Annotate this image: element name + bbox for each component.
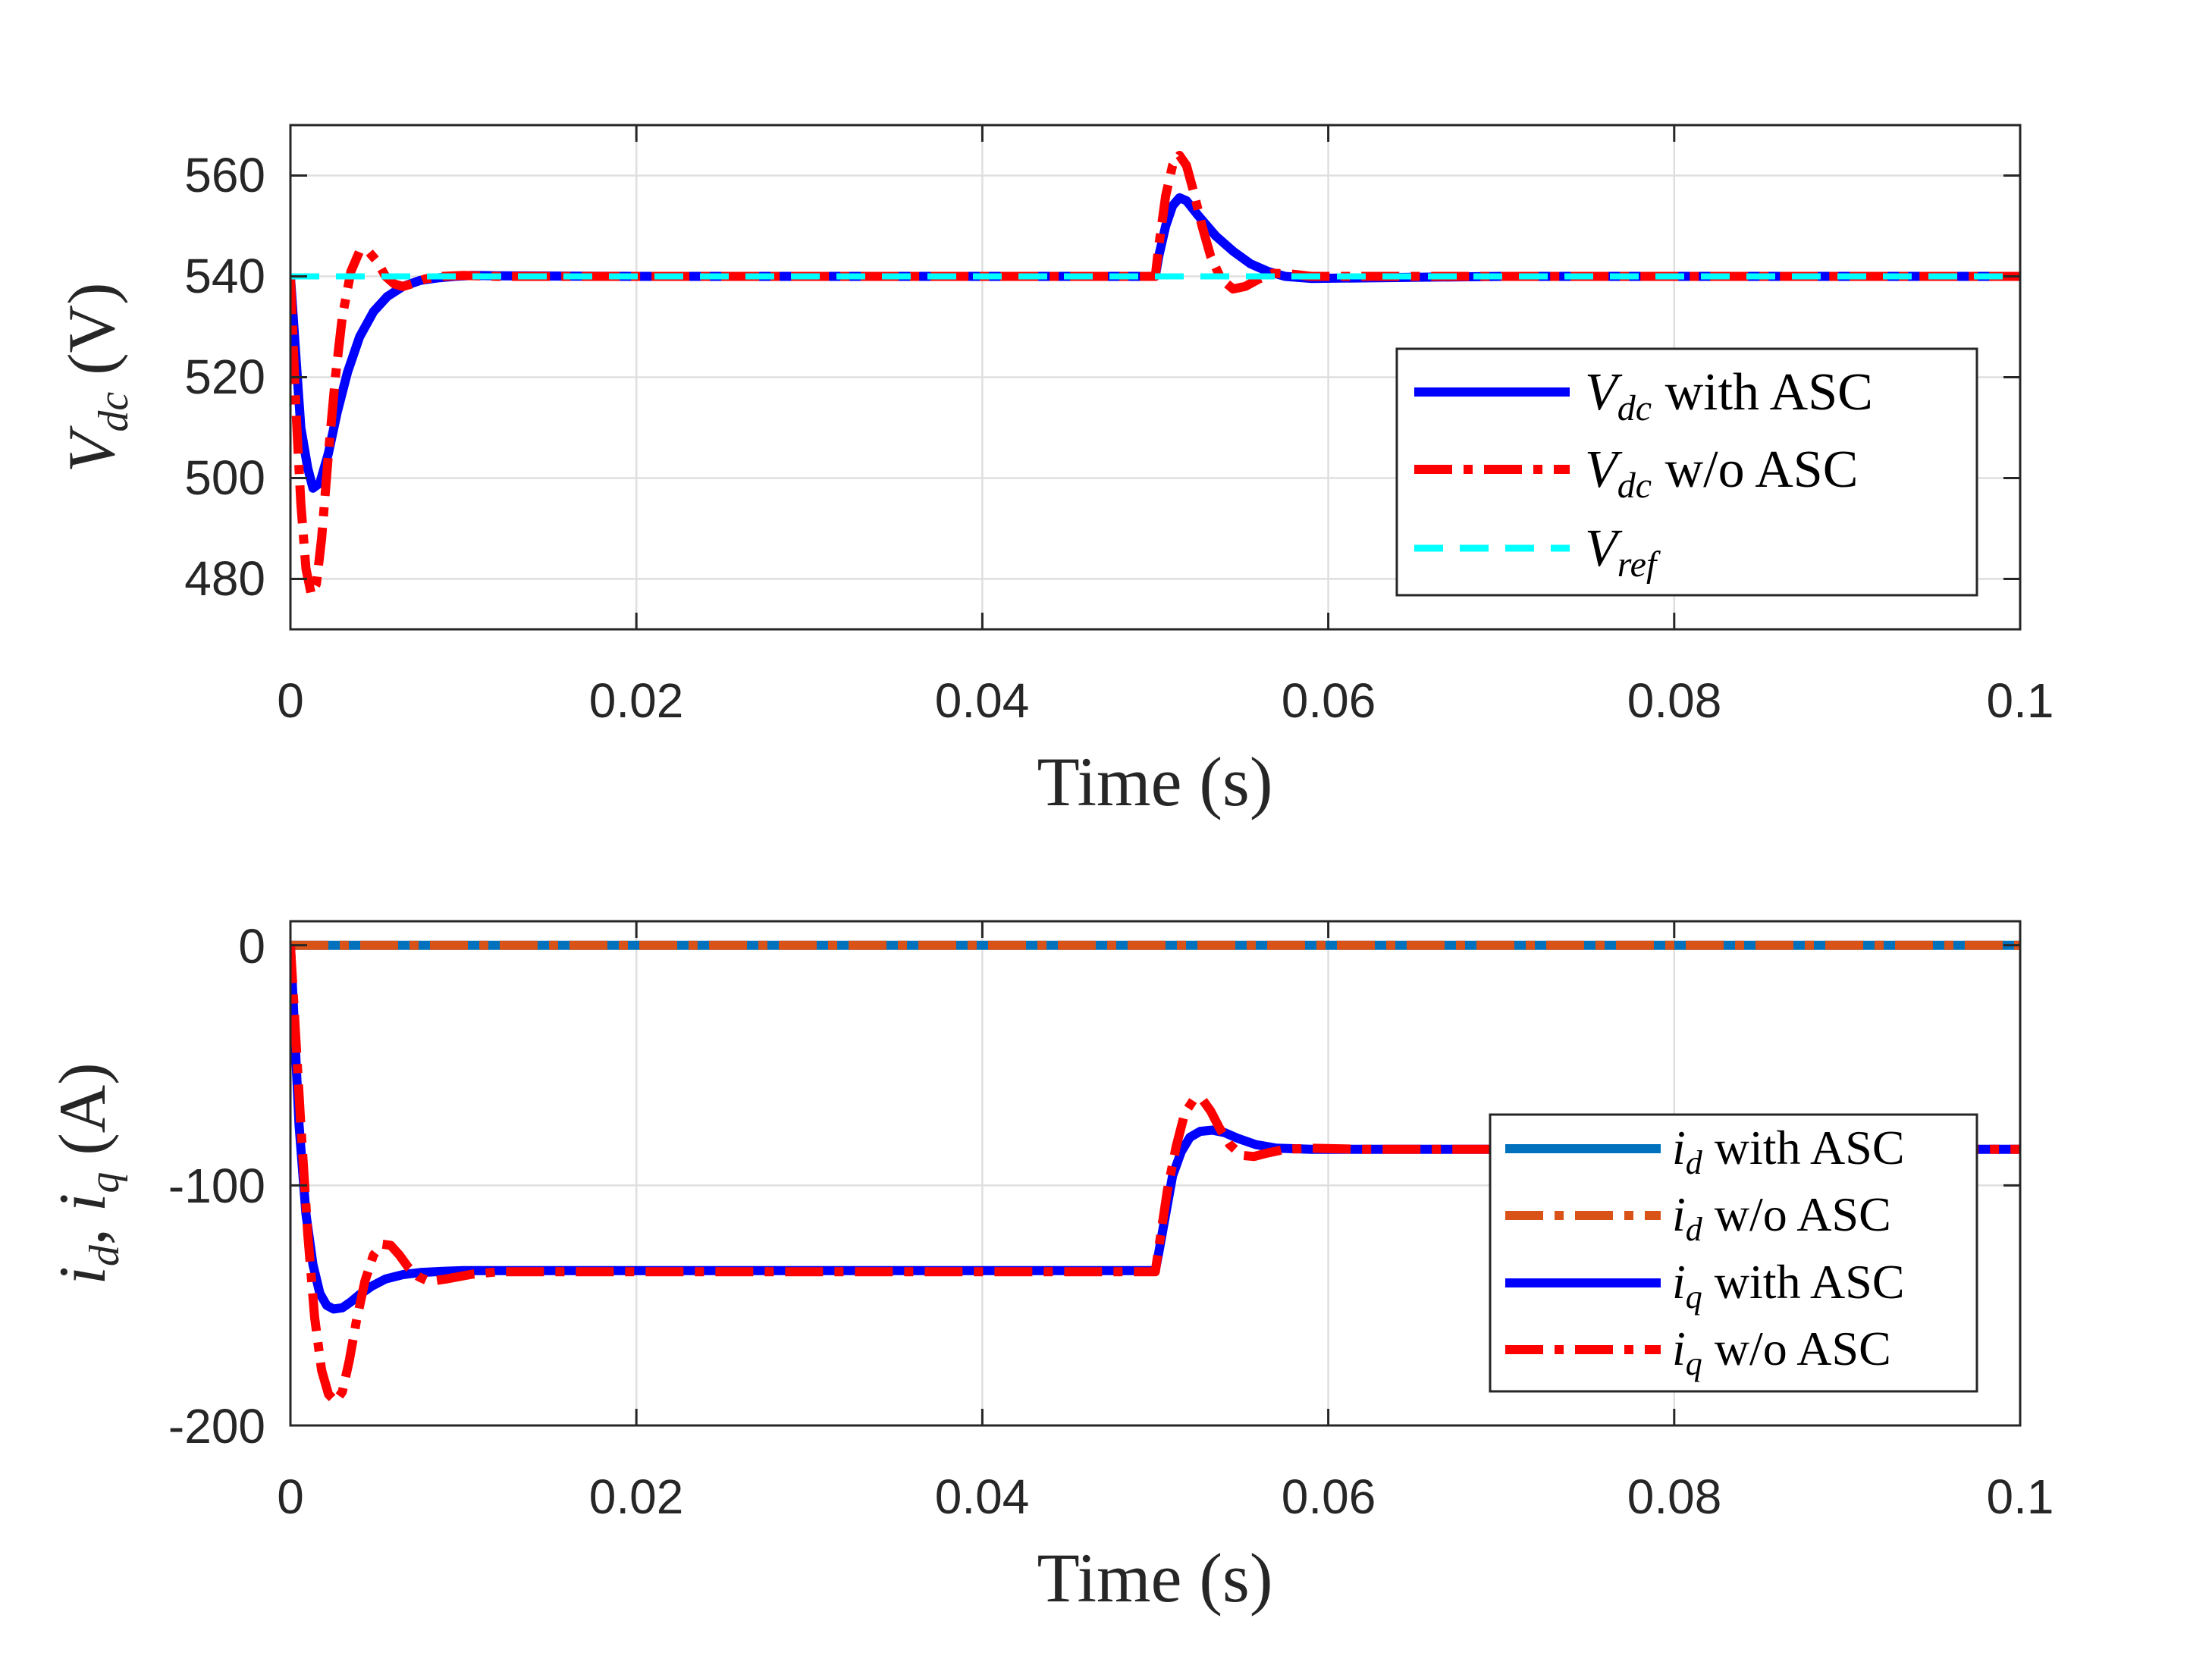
x-tick-label: 0.06 — [1282, 1469, 1376, 1524]
legend-label-vdc-with: Vdc with ASC — [1585, 363, 1873, 428]
x-tick-labels-idq: 0 0.02 0.04 0.06 0.08 0.1 — [277, 1469, 2054, 1524]
y-tick-labels-idq: -200 -100 0 — [168, 919, 265, 1454]
x-tick-label: 0.04 — [935, 1469, 1030, 1524]
series-idq — [290, 940, 2020, 1407]
series-vdc — [290, 150, 2020, 599]
y-tick-label: 500 — [184, 450, 265, 505]
legend-label-id-wo: id w/o ASC — [1672, 1187, 1891, 1248]
y-axis-label-idq: id, iq (A) — [46, 1062, 128, 1284]
legend-box-idq — [1489, 1113, 1978, 1393]
y-tick-label: -100 — [168, 1159, 265, 1213]
y-tick-label: 0 — [238, 919, 265, 974]
axes-box-idq — [289, 920, 2022, 1427]
x-axis-label-idq: Time (s) — [1037, 1539, 1273, 1617]
y-tick-label: 520 — [184, 350, 265, 404]
y-tick-label: 480 — [184, 551, 265, 606]
y-tick-label: 540 — [184, 249, 265, 303]
legend-label-iq-wo: iq w/o ASC — [1672, 1322, 1891, 1382]
x-tick-label: 0 — [277, 673, 304, 728]
ticks-vdc — [289, 125, 2022, 629]
x-axis-label-vdc: Time (s) — [1037, 743, 1273, 820]
y-axis-label-vdc: Vdc (V) — [55, 283, 137, 473]
x-tick-label: 0.1 — [1987, 1469, 2054, 1524]
legend-label-vref: Vref — [1585, 519, 1661, 585]
legend-idq: id with ASC id w/o ASC iq with ASC iq w/… — [1489, 1113, 1978, 1393]
legend-vdc: Vdc with ASC Vdc w/o ASC Vref — [1395, 347, 1978, 597]
chart-idq: 0 0.02 0.04 0.06 0.08 0.1 -200 -100 0 Ti… — [46, 919, 2054, 1617]
legend-label-iq-with: iq with ASC — [1672, 1255, 1905, 1316]
x-tick-label: 0.08 — [1627, 673, 1722, 728]
y-tick-label: -200 — [168, 1399, 265, 1454]
x-tick-label: 0.06 — [1282, 673, 1376, 728]
x-tick-label: 0.1 — [1987, 673, 2054, 728]
x-tick-label: 0.02 — [589, 673, 684, 728]
y-tick-label: 560 — [184, 148, 265, 202]
legend-label-vdc-wo: Vdc w/o ASC — [1585, 441, 1858, 506]
x-tick-labels-vdc: 0 0.02 0.04 0.06 0.08 0.1 — [277, 673, 2054, 728]
x-tick-label: 0.02 — [589, 1469, 684, 1524]
ticks-idq — [289, 921, 2022, 1427]
chart-vdc: 0 0.02 0.04 0.06 0.08 0.1 480 500 520 54… — [55, 124, 2054, 820]
legend-label-id-with: id with ASC — [1672, 1121, 1905, 1181]
series-line-idq-3 — [290, 945, 2020, 1407]
y-tick-labels-vdc: 480 500 520 540 560 — [184, 148, 265, 606]
x-tick-label: 0.08 — [1627, 1469, 1722, 1524]
x-tick-label: 0.04 — [935, 673, 1030, 728]
x-tick-label: 0 — [277, 1469, 304, 1524]
